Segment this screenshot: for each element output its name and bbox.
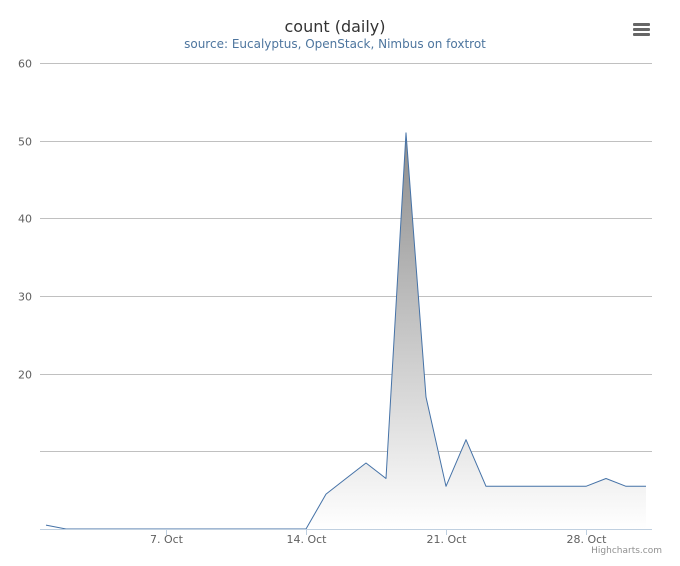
data-point[interactable]	[482, 482, 490, 490]
data-point[interactable]	[322, 490, 330, 498]
area-fill	[46, 132, 646, 529]
credits-text[interactable]: Highcharts.com	[591, 546, 662, 556]
data-point[interactable]	[402, 129, 410, 137]
data-point[interactable]	[622, 482, 630, 490]
y-grid	[40, 63, 652, 452]
data-point[interactable]	[522, 482, 530, 490]
data-point[interactable]	[422, 393, 430, 401]
data-point[interactable]	[462, 436, 470, 444]
y-axis-labels: 20 30 40 50 60	[18, 58, 32, 382]
data-point[interactable]	[382, 475, 390, 483]
y-tick-label: 50	[18, 136, 32, 149]
x-tick-label: 28. Oct	[566, 533, 607, 546]
y-tick-label: 40	[18, 213, 32, 226]
chart-subtitle: source: Eucalyptus, OpenStack, Nimbus on…	[184, 37, 486, 51]
y-tick-label: 20	[18, 369, 32, 382]
y-tick-label: 60	[18, 58, 32, 71]
data-point[interactable]	[442, 482, 450, 490]
data-point[interactable]	[582, 482, 590, 490]
data-point[interactable]	[562, 482, 570, 490]
chart-title: count (daily)	[284, 17, 385, 36]
y-tick-label: 30	[18, 291, 32, 304]
data-point[interactable]	[362, 459, 370, 467]
x-tick-label: 21. Oct	[426, 533, 467, 546]
data-point[interactable]	[602, 475, 610, 483]
data-point[interactable]	[342, 475, 350, 483]
hamburger-menu-icon[interactable]	[626, 14, 656, 44]
x-tick-label: 14. Oct	[286, 533, 327, 546]
x-axis: 7. Oct 14. Oct 21. Oct 28. Oct	[40, 529, 652, 546]
data-point[interactable]	[502, 482, 510, 490]
data-point[interactable]	[642, 482, 650, 490]
data-point[interactable]	[42, 521, 50, 529]
x-tick-label: 7. Oct	[150, 533, 184, 546]
data-point[interactable]	[542, 482, 550, 490]
